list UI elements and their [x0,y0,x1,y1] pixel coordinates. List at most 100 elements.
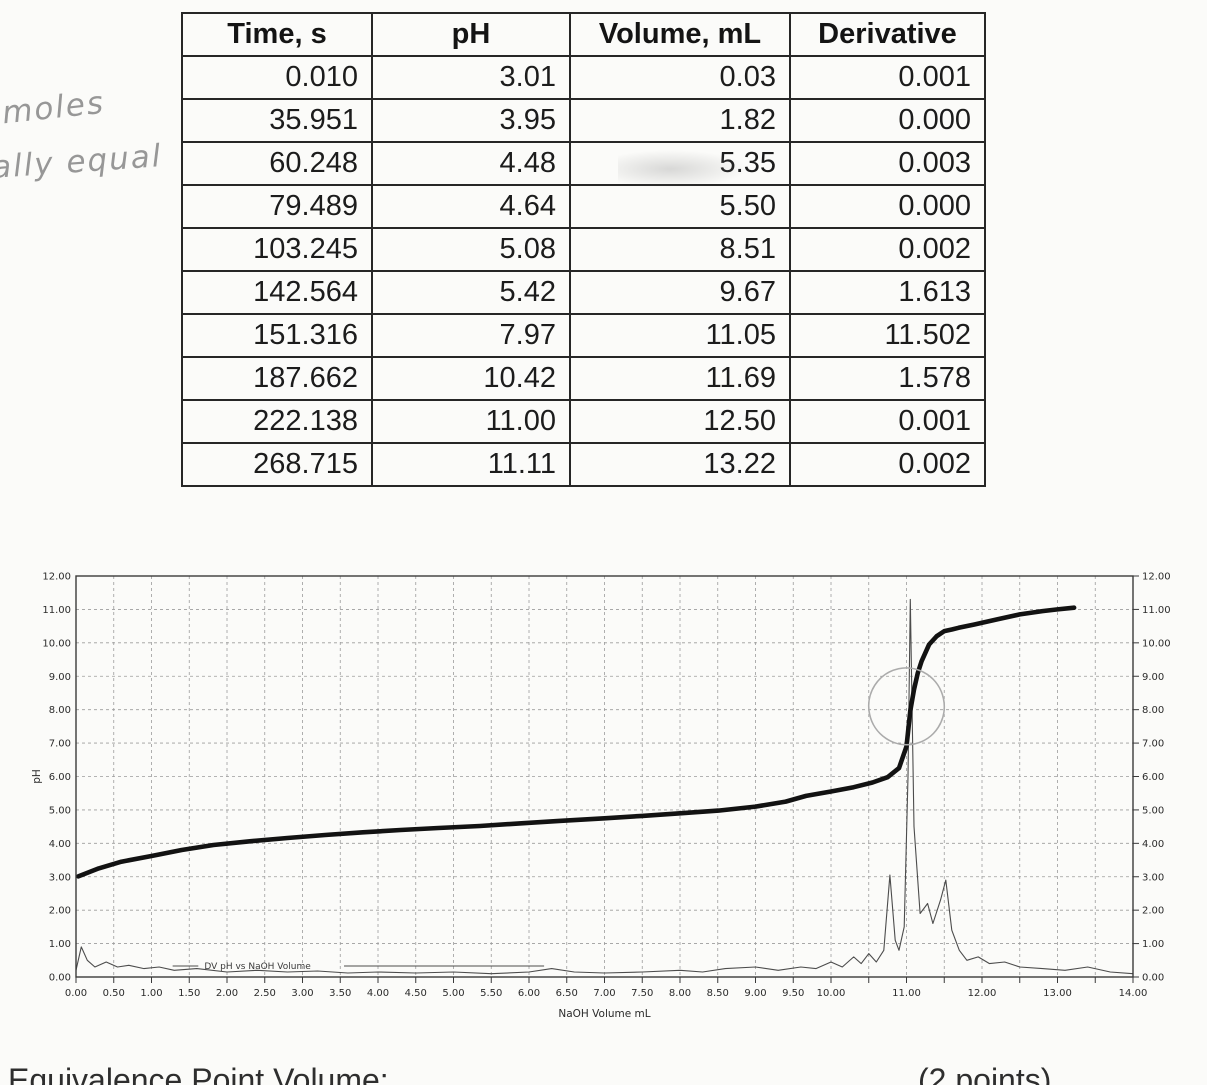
table-cell: 9.67 [569,270,791,315]
svg-text:4.00: 4.00 [1142,839,1164,850]
table-cell: 11.502 [789,313,986,358]
table-body: 0.010 3.01 0.03 0.001 35.951 3.95 1.82 0.000 60.… [181,55,986,487]
ph-curve [75,605,1077,879]
table-cell: 222.138 [181,399,373,444]
svg-text:7.00: 7.00 [49,739,71,750]
svg-text:4.00: 4.00 [367,988,389,999]
table-cell: 35.951 [181,98,373,143]
svg-text:0.00: 0.00 [1142,973,1164,984]
table-cell: 3.95 [371,98,571,143]
svg-text:5.00: 5.00 [442,988,464,999]
svg-text:6.00: 6.00 [518,988,540,999]
svg-text:0.50: 0.50 [103,988,125,999]
svg-text:5.00: 5.00 [1142,805,1164,816]
y-axis-label: pH [31,769,43,784]
table-cell: 11.11 [371,442,571,487]
table-row: 222.138 11.00 12.50 0.001 [181,399,986,444]
svg-text:0.00: 0.00 [65,988,87,999]
svg-text:2.00: 2.00 [49,906,71,917]
svg-text:1.00: 1.00 [1142,939,1164,950]
table-cell: 151.316 [181,313,373,358]
svg-text:6.00: 6.00 [1142,772,1164,783]
table-cell: 1.578 [789,356,986,401]
svg-text:2.50: 2.50 [254,988,276,999]
svg-text:7.50: 7.50 [631,988,653,999]
svg-text:3.00: 3.00 [1142,872,1164,883]
table-row: 35.951 3.95 1.82 0.000 [181,98,986,143]
svg-text:3.00: 3.00 [291,988,313,999]
table-row: 151.316 7.97 11.05 11.502 [181,313,986,358]
table-cell: 103.245 [181,227,373,272]
equivalence-point-question: Equivalence Point Volume: [8,1062,389,1085]
column-header: Volume, mL [569,12,791,57]
svg-text:12.00: 12.00 [968,988,997,999]
table-cell: 5.50 [569,184,791,229]
table-row: 79.489 4.64 5.50 0.000 [181,184,986,229]
svg-text:14.00: 14.00 [1119,988,1148,999]
table-cell: 4.64 [371,184,571,229]
table-cell: 12.50 [569,399,791,444]
svg-text:1.00: 1.00 [49,939,71,950]
svg-text:8.00: 8.00 [49,705,71,716]
table-cell: 5.42 [371,270,571,315]
table-cell: 8.51 [569,227,791,272]
table-cell: 7.97 [371,313,571,358]
table-cell: 4.48 [371,141,571,186]
svg-text:3.50: 3.50 [329,988,351,999]
handwritten-note-2: ally equal [0,138,164,186]
svg-text:12.00: 12.00 [42,572,71,583]
table-cell: 11.05 [569,313,791,358]
table-row: 268.715 11.11 13.22 0.002 [181,442,986,487]
svg-text:11.00: 11.00 [892,988,921,999]
table-cell: 0.010 [181,55,373,100]
svg-text:8.00: 8.00 [669,988,691,999]
svg-text:9.00: 9.00 [49,672,71,683]
svg-text:0.00: 0.00 [49,973,71,984]
table-row: 187.662 10.42 11.69 1.578 [181,356,986,401]
svg-text:9.00: 9.00 [1142,672,1164,683]
svg-text:1.00: 1.00 [140,988,162,999]
svg-text:10.00: 10.00 [817,988,846,999]
table-row: 60.248 4.48 5.35 0.003 [181,141,986,186]
svg-text:1.50: 1.50 [178,988,200,999]
table-cell: 0.001 [789,399,986,444]
svg-text:5.00: 5.00 [49,805,71,816]
svg-text:6.00: 6.00 [49,772,71,783]
svg-text:8.50: 8.50 [707,988,729,999]
table-cell: 0.002 [789,442,986,487]
svg-text:13.00: 13.00 [1043,988,1072,999]
table-cell: 10.42 [371,356,571,401]
svg-text:2.00: 2.00 [1142,906,1164,917]
table-cell: 1.613 [789,270,986,315]
svg-text:11.00: 11.00 [42,605,71,616]
svg-text:9.50: 9.50 [782,988,804,999]
table-cell: 268.715 [181,442,373,487]
table-cell: 60.248 [181,141,373,186]
svg-text:7.00: 7.00 [1142,739,1164,750]
column-header: pH [371,12,571,57]
table-cell: 0.03 [569,55,791,100]
table-cell: 0.003 [789,141,986,186]
table-cell: 11.00 [371,399,571,444]
table-cell: 0.000 [789,98,986,143]
table-cell: 0.002 [789,227,986,272]
x-axis-label: NaOH Volume mL [558,1008,650,1020]
svg-text:7.00: 7.00 [593,988,615,999]
svg-text:6.50: 6.50 [556,988,578,999]
column-header: Time, s [181,12,373,57]
svg-text:4.00: 4.00 [49,839,71,850]
table-cell: 79.489 [181,184,373,229]
chart-legend: DV pH vs NaOH Volume [204,962,311,972]
svg-text:2.00: 2.00 [216,988,238,999]
svg-text:9.00: 9.00 [744,988,766,999]
handwritten-note-1: moles [0,84,107,132]
svg-text:10.00: 10.00 [42,638,71,649]
table-header-row: Time, s pH Volume, mL Derivative [181,12,986,57]
titration-chart: 0.00 0.00 1.00 1.00 2.00 2.00 3.00 3.00 4.00 4.00… [28,552,1198,1037]
svg-text:10.00: 10.00 [1142,638,1171,649]
svg-text:5.50: 5.50 [480,988,502,999]
titration-chart-svg: 0.00 0.00 1.00 1.00 2.00 2.00 3.00 3.00 4.00 4.00… [31,572,1171,1021]
points-label: (2 points) [918,1062,1052,1085]
table-cell: 0.001 [789,55,986,100]
svg-text:11.00: 11.00 [1142,605,1171,616]
